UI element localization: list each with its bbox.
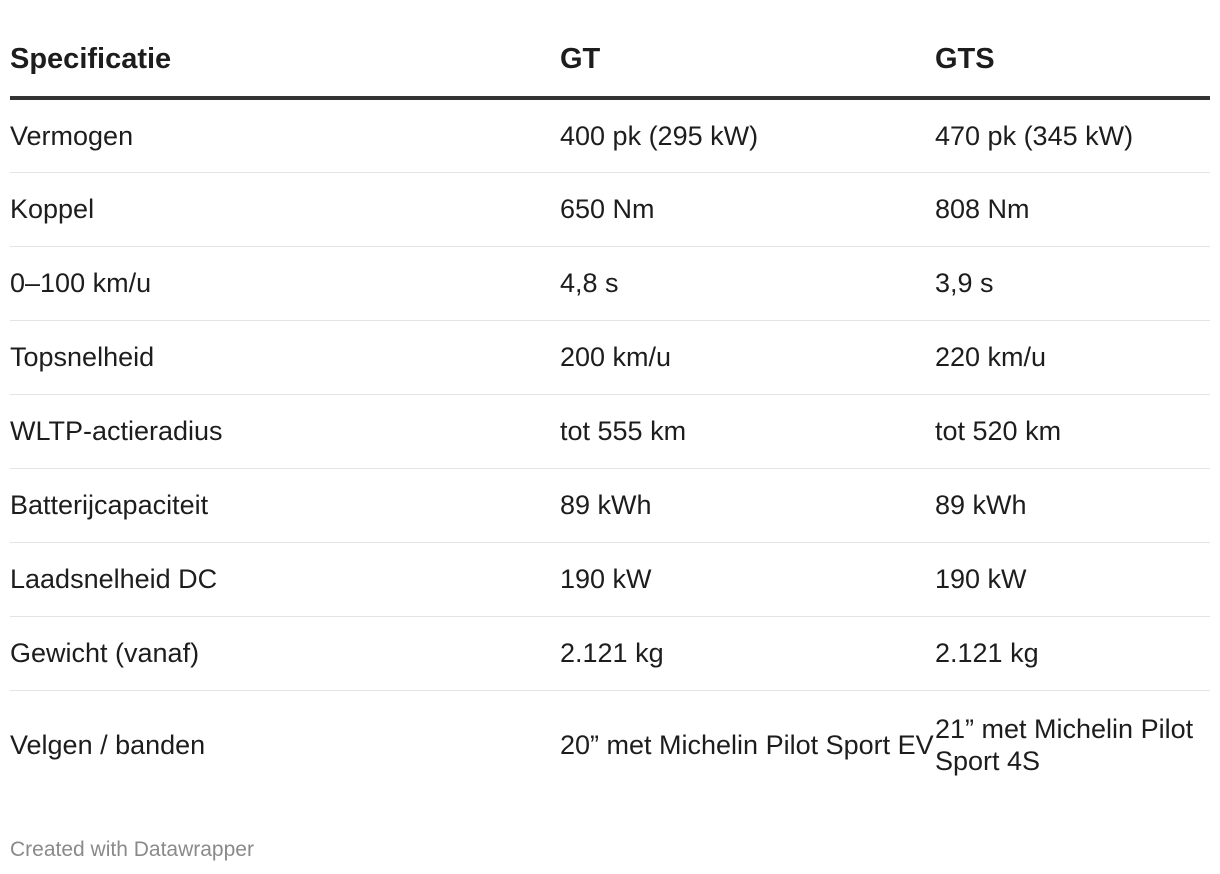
gts-value: 190 kW [935, 542, 1210, 617]
gt-value: 400 pk (295 kW) [560, 98, 935, 173]
gts-value: 89 kWh [935, 468, 1210, 543]
gts-value: 220 km/u [935, 320, 1210, 395]
gt-value: 190 kW [560, 542, 935, 617]
row-label: Batterijcapaciteit [10, 468, 560, 543]
row-label: Koppel [10, 172, 560, 247]
table-row: Velgen / banden 20” met Michelin Pilot S… [10, 690, 1210, 800]
table-header-row: Specificatie GT GTS [10, 0, 1210, 100]
row-label: 0–100 km/u [10, 246, 560, 321]
gt-value: tot 555 km [560, 394, 935, 469]
table-row: Koppel 650 Nm 808 Nm [10, 172, 1210, 247]
table-row: WLTP-actieradius tot 555 km tot 520 km [10, 394, 1210, 469]
row-label: WLTP-actieradius [10, 394, 560, 469]
gts-value: 808 Nm [935, 172, 1210, 247]
table-row: Batterijcapaciteit 89 kWh 89 kWh [10, 468, 1210, 543]
gt-value: 2.121 kg [560, 616, 935, 691]
gts-value: 470 pk (345 kW) [935, 98, 1210, 173]
gts-value: 3,9 s [935, 246, 1210, 321]
gts-value: tot 520 km [935, 394, 1210, 469]
column-header-specificatie: Specificatie [10, 0, 560, 100]
gts-value: 21” met Michelin Pilot Sport 4S [935, 714, 1194, 777]
row-label: Velgen / banden [10, 730, 206, 761]
row-label: Topsnelheid [10, 320, 560, 395]
spec-table-container: Specificatie GT GTS Vermogen 400 pk (295… [10, 0, 1210, 800]
gt-value: 89 kWh [560, 468, 935, 543]
table-row: Topsnelheid 200 km/u 220 km/u [10, 320, 1210, 395]
gt-value: 200 km/u [560, 320, 935, 395]
column-header-gts: GTS [935, 0, 1210, 100]
table-row: Vermogen 400 pk (295 kW) 470 pk (345 kW) [10, 98, 1210, 173]
gt-value: 20” met Michelin Pilot Sport EV [560, 730, 934, 761]
table-row: Laadsnelheid DC 190 kW 190 kW [10, 542, 1210, 617]
spec-table: Specificatie GT GTS Vermogen 400 pk (295… [10, 0, 1210, 800]
datawrapper-credit: Created with Datawrapper [10, 838, 254, 861]
table-row: 0–100 km/u 4,8 s 3,9 s [10, 246, 1210, 321]
row-label: Gewicht (vanaf) [10, 616, 560, 691]
column-header-gt: GT [560, 0, 935, 100]
table-row: Gewicht (vanaf) 2.121 kg 2.121 kg [10, 616, 1210, 691]
gt-value: 650 Nm [560, 172, 935, 247]
gts-value: 2.121 kg [935, 616, 1210, 691]
gt-value: 4,8 s [560, 246, 935, 321]
row-label: Laadsnelheid DC [10, 542, 560, 617]
row-label: Vermogen [10, 98, 560, 173]
